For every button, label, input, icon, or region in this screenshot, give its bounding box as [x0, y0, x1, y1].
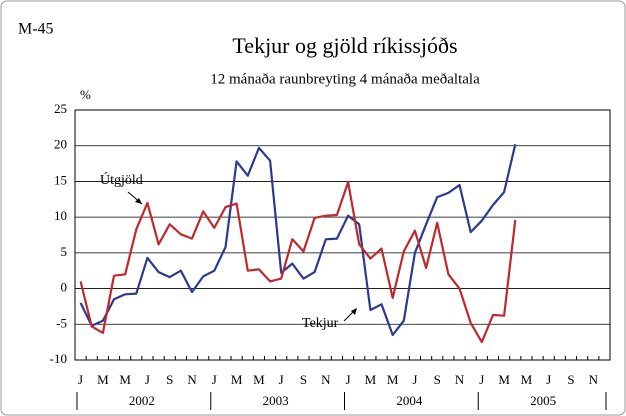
x-tick-label: J: [145, 372, 150, 387]
x-tick-label: J: [546, 372, 551, 387]
x-tick-label: J: [212, 372, 217, 387]
x-tick-label: N: [321, 372, 331, 387]
x-tick-label: N: [589, 372, 599, 387]
y-tick-label: -10: [50, 351, 67, 366]
annotation-arrowhead: [135, 198, 142, 204]
y-tick-label: 10: [54, 208, 67, 223]
annotation: Útgjöld: [100, 171, 143, 188]
x-tick-label: M: [498, 372, 510, 387]
x-tick-label: M: [119, 372, 131, 387]
x-tick-label: S: [300, 372, 307, 387]
x-tick-label: N: [455, 372, 465, 387]
series-line: [79, 144, 517, 337]
y-tick-label: 25: [54, 101, 67, 116]
chart-subtitle: 12 mánaða raunbreyting 4 mánaða meðaltal…: [210, 71, 480, 87]
x-tick-label: J: [279, 372, 284, 387]
annotation-arrowhead: [351, 308, 357, 315]
x-tick-label: S: [166, 372, 173, 387]
y-tick-label: -5: [56, 315, 67, 330]
y-tick-label: 15: [54, 172, 67, 187]
y-tick-label: 5: [61, 244, 68, 259]
year-label: 2002: [129, 393, 155, 408]
chart-title: Tekjur og gjöld ríkissjóðs: [232, 33, 457, 58]
chart-label: M-45: [18, 21, 54, 38]
x-tick-label: M: [231, 372, 243, 387]
series-line: [79, 181, 517, 344]
annotation: Tekjur: [302, 316, 339, 331]
x-tick-label: M: [365, 372, 377, 387]
x-tick-label: J: [78, 372, 83, 387]
x-tick-label: N: [187, 372, 197, 387]
x-tick-label: M: [521, 372, 533, 387]
x-tick-label: M: [387, 372, 399, 387]
y-unit: %: [80, 87, 91, 102]
x-tick-label: J: [479, 372, 484, 387]
x-tick-label: M: [97, 372, 109, 387]
year-label: 2003: [263, 393, 289, 408]
y-tick-label: 0: [61, 280, 68, 295]
y-tick-label: 20: [54, 137, 67, 152]
year-label: 2005: [530, 393, 556, 408]
x-tick-label: M: [253, 372, 265, 387]
x-tick-label: J: [412, 372, 417, 387]
x-tick-label: S: [567, 372, 574, 387]
year-label: 2004: [396, 393, 423, 408]
x-tick-label: S: [434, 372, 441, 387]
x-tick-label: J: [346, 372, 351, 387]
